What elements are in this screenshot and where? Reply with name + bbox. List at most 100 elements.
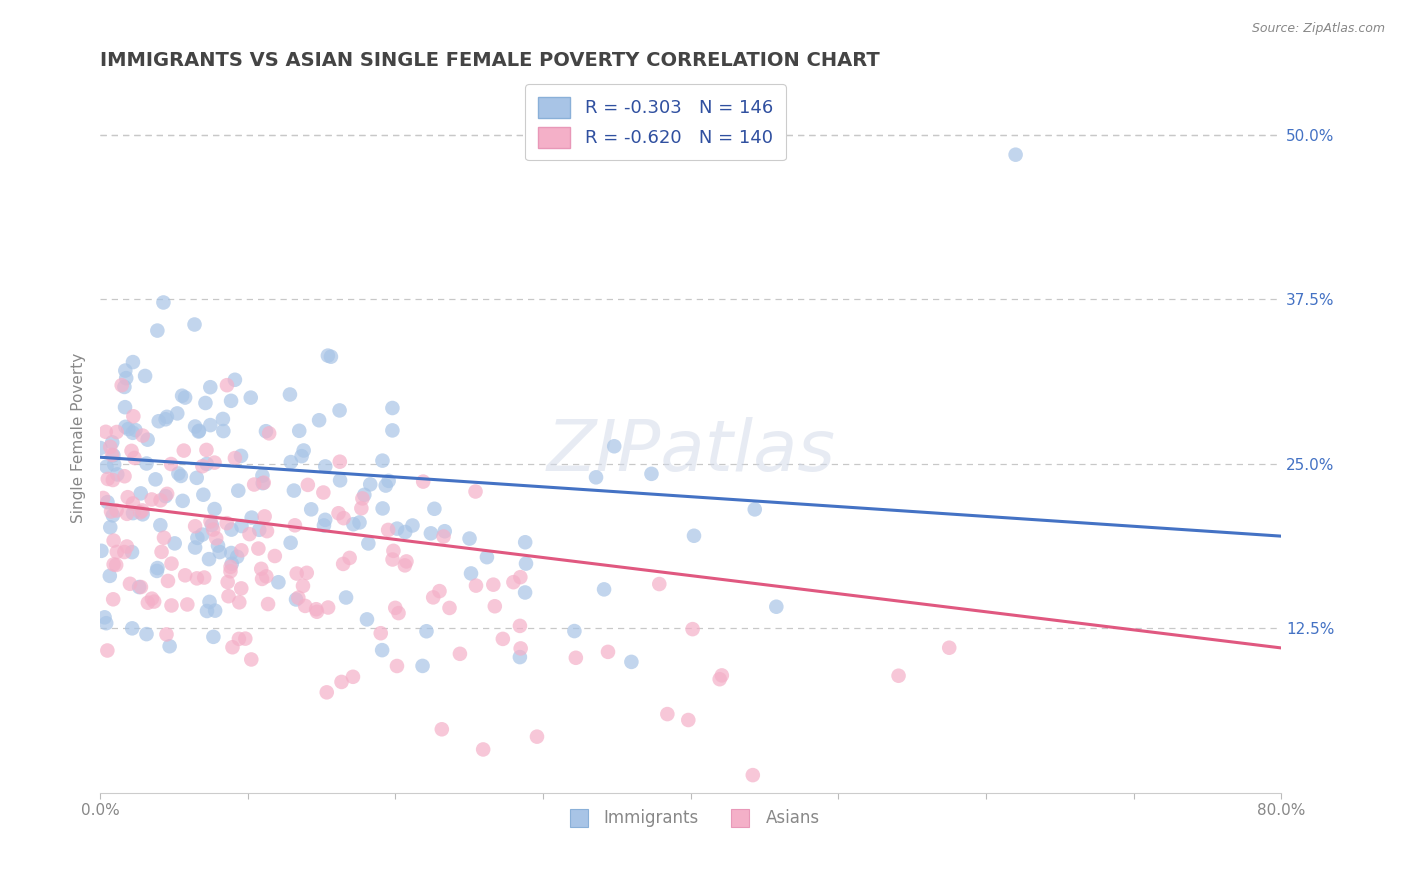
Point [238,527,260,541]
Point [100,504,122,518]
Point [146,564,169,578]
Point [339,550,361,565]
Point [101,508,124,523]
Point [184,519,207,533]
Point [284,518,307,533]
Point [329,455,352,469]
Point [155,489,177,503]
Point [228,632,250,646]
Point [136,596,159,610]
Point [449,647,471,661]
Point [128,580,150,594]
Point [122,496,145,510]
Point [218,589,240,603]
Point [419,526,441,541]
Point [103,458,125,472]
Point [96,495,118,509]
Point [332,511,354,525]
Point [253,509,276,524]
Point [247,523,270,537]
Point [257,426,280,441]
Point [215,378,238,392]
Point [585,470,607,484]
Point [131,508,153,522]
Point [385,522,408,536]
Point [96,459,118,474]
Point [103,533,125,548]
Point [221,557,243,571]
Point [191,527,214,541]
Point [160,457,183,471]
Point [186,571,208,585]
Point [353,488,375,502]
Point [371,453,394,467]
Point [240,510,263,524]
Point [170,469,193,483]
Point [387,606,409,620]
Point [682,622,704,636]
Point [252,468,274,483]
Point [114,469,136,483]
Point [188,424,211,438]
Point [240,652,263,666]
Point [596,645,619,659]
Point [316,349,339,363]
Point [423,501,446,516]
Point [335,591,357,605]
Point [146,324,169,338]
Point [98,440,121,454]
Point [312,485,335,500]
Point [215,516,238,531]
Point [291,579,314,593]
Point [194,396,217,410]
Point [593,582,616,597]
Point [134,368,156,383]
Point [112,380,135,394]
Point [319,350,342,364]
Point [401,518,423,533]
Point [502,575,524,590]
Point [370,626,392,640]
Point [603,439,626,453]
Point [765,599,787,614]
Y-axis label: Single Female Poverty: Single Female Poverty [72,352,86,523]
Point [287,591,309,605]
Point [250,572,273,586]
Point [200,418,222,433]
Point [252,476,274,491]
Text: ZIPatlas: ZIPatlas [547,417,835,486]
Point [136,433,159,447]
Point [254,569,277,583]
Point [101,435,124,450]
Point [741,768,763,782]
Point [280,536,302,550]
Point [513,585,536,599]
Point [295,566,318,580]
Point [96,616,118,631]
Point [221,640,243,655]
Point [145,472,167,486]
Point [174,391,197,405]
Point [159,639,181,653]
Point [167,467,190,481]
Point [155,412,177,426]
Point [191,459,214,474]
Point [253,475,276,490]
Point [291,449,314,463]
Point [710,668,733,682]
Point [176,598,198,612]
Point [475,550,498,565]
Point [105,558,128,572]
Point [183,318,205,332]
Point [412,475,434,489]
Point [118,576,141,591]
Point [515,535,537,549]
Point [98,569,121,583]
Point [143,594,166,608]
Point [105,503,128,517]
Point [565,650,588,665]
Point [239,391,262,405]
Point [464,484,486,499]
Point [160,557,183,571]
Point [166,406,188,420]
